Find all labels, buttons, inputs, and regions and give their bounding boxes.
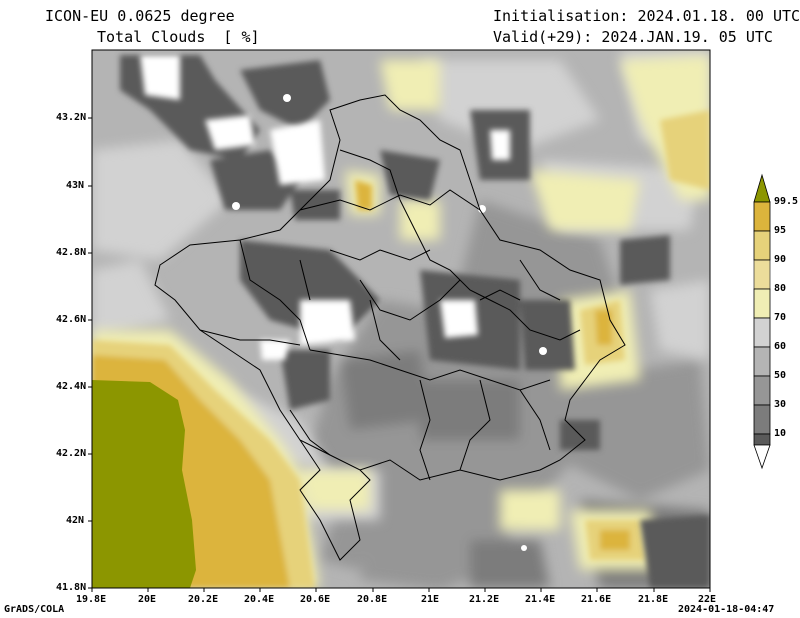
footer-credit: GrADS/COLA (4, 604, 65, 615)
cloud-field (92, 50, 710, 588)
colorbar-label: 50 (774, 370, 787, 381)
title-model: ICON-EU 0.0625 degree (45, 7, 235, 25)
colorbar-label: 60 (774, 341, 787, 352)
lat-label: 43.2N (56, 112, 87, 123)
lat-label: 43N (66, 180, 85, 191)
lon-label: 20.2E (188, 594, 219, 605)
lon-label: 19.8E (76, 594, 107, 605)
colorbar (753, 173, 771, 470)
colorbar-label: 80 (774, 283, 787, 294)
colorbar-label: 90 (774, 254, 787, 265)
lon-label: 21E (421, 594, 440, 605)
footer-timestamp: 2024-01-18-04:47 (678, 604, 775, 615)
lat-label: 42.8N (56, 247, 87, 258)
lat-label: 42N (66, 515, 85, 526)
lon-label: 20.6E (300, 594, 331, 605)
colorbar-label: 10 (774, 428, 787, 439)
lat-label: 42.6N (56, 314, 87, 325)
lon-label: 22E (698, 594, 717, 605)
init-time: Initialisation: 2024.01.18. 00 UTC (493, 7, 800, 25)
lon-label: 20E (138, 594, 157, 605)
axis-ticks (88, 117, 711, 592)
title-field: Total Clouds [ %] (97, 28, 260, 46)
borders (154, 94, 626, 561)
colorbar-label: 70 (774, 312, 787, 323)
lon-label: 21.4E (525, 594, 556, 605)
lat-label: 41.8N (56, 582, 87, 593)
lon-label: 20.4E (244, 594, 275, 605)
colorbar-label: 95 (774, 225, 787, 236)
lon-label: 20.8E (357, 594, 388, 605)
lon-label: 21.8E (638, 594, 669, 605)
lon-label: 21.2E (469, 594, 500, 605)
lat-label: 42.4N (56, 381, 87, 392)
colorbar-label: 30 (774, 399, 787, 410)
colorbar-label: 99.5 (774, 196, 799, 207)
valid-time: Valid(+29): 2024.JAN.19. 05 UTC (493, 28, 773, 46)
lat-label: 42.2N (56, 448, 87, 459)
lon-label: 21.6E (581, 594, 612, 605)
